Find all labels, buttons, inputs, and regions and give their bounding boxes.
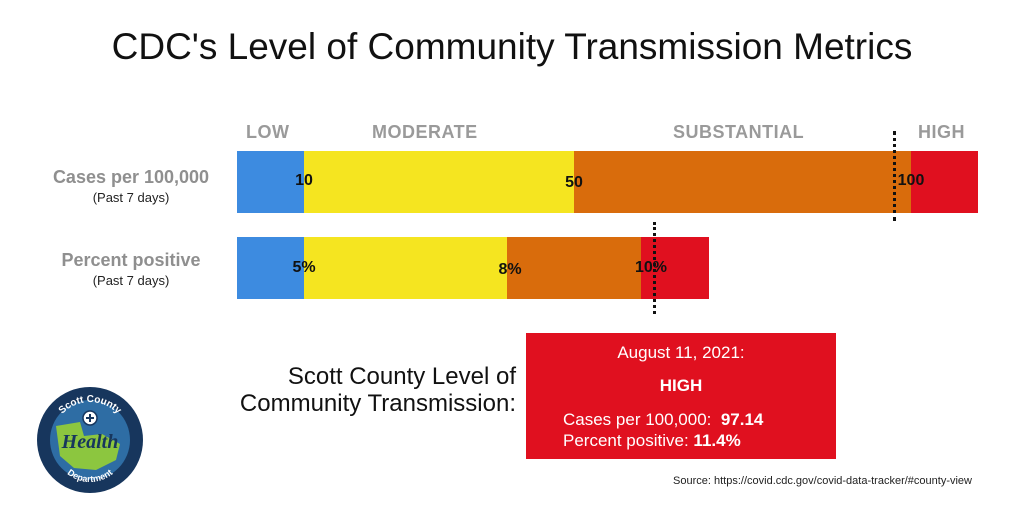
status-percent-label: Percent positive:: [563, 431, 689, 450]
chart-title: CDC's Level of Community Transmission Me…: [111, 26, 913, 67]
cases-threshold-label: 50: [565, 174, 583, 191]
percent-segment-high: [641, 237, 709, 299]
percent-segment-moderate: [304, 237, 507, 299]
source-citation: Source: https://covid.cdc.gov/covid-data…: [673, 475, 972, 487]
cases-segment-low: [237, 151, 304, 213]
cases-segment-substantial: [574, 151, 911, 213]
status-level: HIGH: [659, 376, 703, 395]
percent-threshold-label: 10%: [634, 259, 668, 276]
logo-bottom-text: Department: [66, 467, 115, 484]
county-level-label: Scott County Level of Community Transmis…: [180, 363, 516, 417]
row-sublabel-percent: (Past 7 days): [92, 273, 170, 288]
scott-county-health-logo: Health Scott County Department: [37, 387, 143, 493]
county-label-line2: Community Transmission:: [239, 390, 516, 417]
category-label-substantial: SUBSTANTIAL: [673, 122, 805, 142]
percent-county-marker: [653, 222, 656, 314]
cases-bar: [237, 151, 978, 213]
row-label-cases: Cases per 100,000: [52, 167, 210, 187]
status-cases-value: 97.14: [720, 410, 764, 429]
row-sublabel-cases: (Past 7 days): [92, 190, 170, 205]
status-cases-label: Cases per 100,000:: [563, 410, 712, 429]
county-label-line1: Scott County Level of: [287, 363, 516, 390]
logo-center-text: Health: [61, 431, 119, 453]
status-cases-line: Cases per 100,000: 97.14: [563, 410, 763, 430]
percent-segment-low: [237, 237, 304, 299]
cases-segment-moderate: [304, 151, 574, 213]
status-percent-value: 11.4%: [693, 431, 741, 450]
status-date: August 11, 2021:: [617, 343, 745, 362]
logo-county-shape: [56, 422, 120, 470]
category-label-low: LOW: [246, 122, 290, 142]
percent-segment-substantial: [507, 237, 641, 299]
percent-threshold-label: 5%: [292, 259, 316, 276]
percent-bar: [237, 237, 709, 299]
category-label-high: HIGH: [918, 122, 965, 142]
logo-cross-icon: [86, 414, 94, 422]
county-status-box: August 11, 2021: HIGH Cases per 100,000:…: [526, 333, 836, 459]
percent-threshold-label: 8%: [498, 261, 522, 278]
category-label-moderate: MODERATE: [372, 122, 478, 142]
cases-segment-high: [911, 151, 978, 213]
cases-threshold-label: 10: [295, 172, 313, 189]
cases-county-marker: [893, 131, 896, 221]
status-percent-line: Percent positive: 11.4%: [563, 431, 741, 451]
cases-threshold-label: 100: [897, 172, 925, 189]
row-label-percent: Percent positive: [61, 250, 201, 270]
